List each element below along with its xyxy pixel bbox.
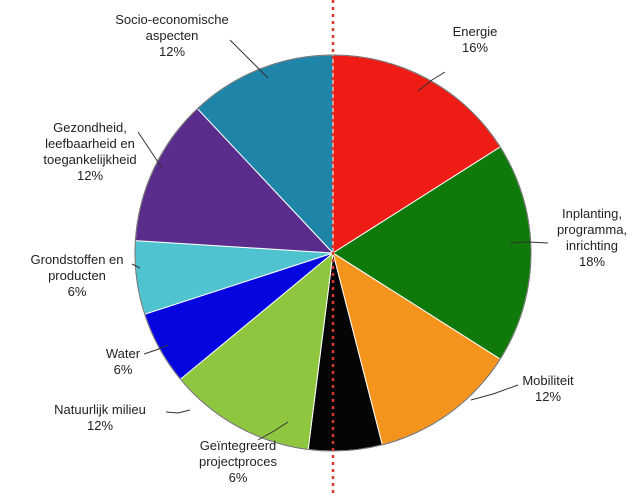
leader-line bbox=[417, 71, 446, 92]
slice-label-line: 12% bbox=[77, 168, 103, 183]
slice-label-line: Inplanting, bbox=[562, 206, 622, 221]
slice-label-line: programma, bbox=[557, 222, 627, 237]
leader-line bbox=[143, 344, 169, 355]
pie-slices bbox=[134, 54, 532, 452]
slice-label: Gezondheid, leefbaarheid en toegankelijkhe… bbox=[43, 120, 136, 183]
leader-line bbox=[137, 131, 163, 169]
slice-label: Inplanting, programma, inrichting 18% bbox=[557, 206, 627, 269]
leader-line bbox=[257, 421, 289, 441]
slice-label-line: 12% bbox=[87, 418, 113, 433]
slice-label: Grondstoffen en producten 6% bbox=[31, 252, 124, 299]
slice-label-line: Water bbox=[106, 346, 141, 361]
slice-label: Natuurlijk milieu 12% bbox=[54, 402, 146, 433]
slice-label-line: 6% bbox=[114, 362, 133, 377]
slice-label-line: Socio-economische bbox=[115, 12, 228, 27]
slice-label-line: inrichting bbox=[566, 238, 618, 253]
slice-label-line: producten bbox=[48, 268, 106, 283]
slice-label: Water 6% bbox=[106, 346, 141, 377]
leader-line bbox=[470, 384, 519, 401]
slice-label-line: Gezondheid, bbox=[53, 120, 127, 135]
slice-label: Energie 16% bbox=[453, 24, 498, 55]
leader-line bbox=[165, 409, 191, 414]
slice-label-line: Geïntegreerd bbox=[200, 438, 277, 453]
slice-label-line: projectproces bbox=[199, 454, 278, 469]
slice-label-line: 12% bbox=[535, 389, 561, 404]
leader-line bbox=[509, 241, 549, 244]
slice-label-line: 6% bbox=[229, 470, 248, 485]
leader-line bbox=[131, 263, 141, 269]
slice-label-line: toegankelijkheid bbox=[43, 152, 136, 167]
leader-line bbox=[229, 39, 269, 79]
slice-label-line: aspecten bbox=[146, 28, 199, 43]
slice-label: Mobiliteit 12% bbox=[522, 373, 574, 404]
slice-label-line: Natuurlijk milieu bbox=[54, 402, 146, 417]
slice-label-line: leefbaarheid en bbox=[45, 136, 135, 151]
slice-label: Geïntegreerd projectproces 6% bbox=[199, 438, 278, 485]
slice-label-line: 16% bbox=[462, 40, 488, 55]
slice-label-line: Grondstoffen en bbox=[31, 252, 124, 267]
slice-label-line: Energie bbox=[453, 24, 498, 39]
slice-label-line: 18% bbox=[579, 254, 605, 269]
slice-label: Socio-economische aspecten 12% bbox=[115, 12, 228, 59]
slice-label-line: Mobiliteit bbox=[522, 373, 574, 388]
slice-label-line: 6% bbox=[68, 284, 87, 299]
slice-label-line: 12% bbox=[159, 44, 185, 59]
